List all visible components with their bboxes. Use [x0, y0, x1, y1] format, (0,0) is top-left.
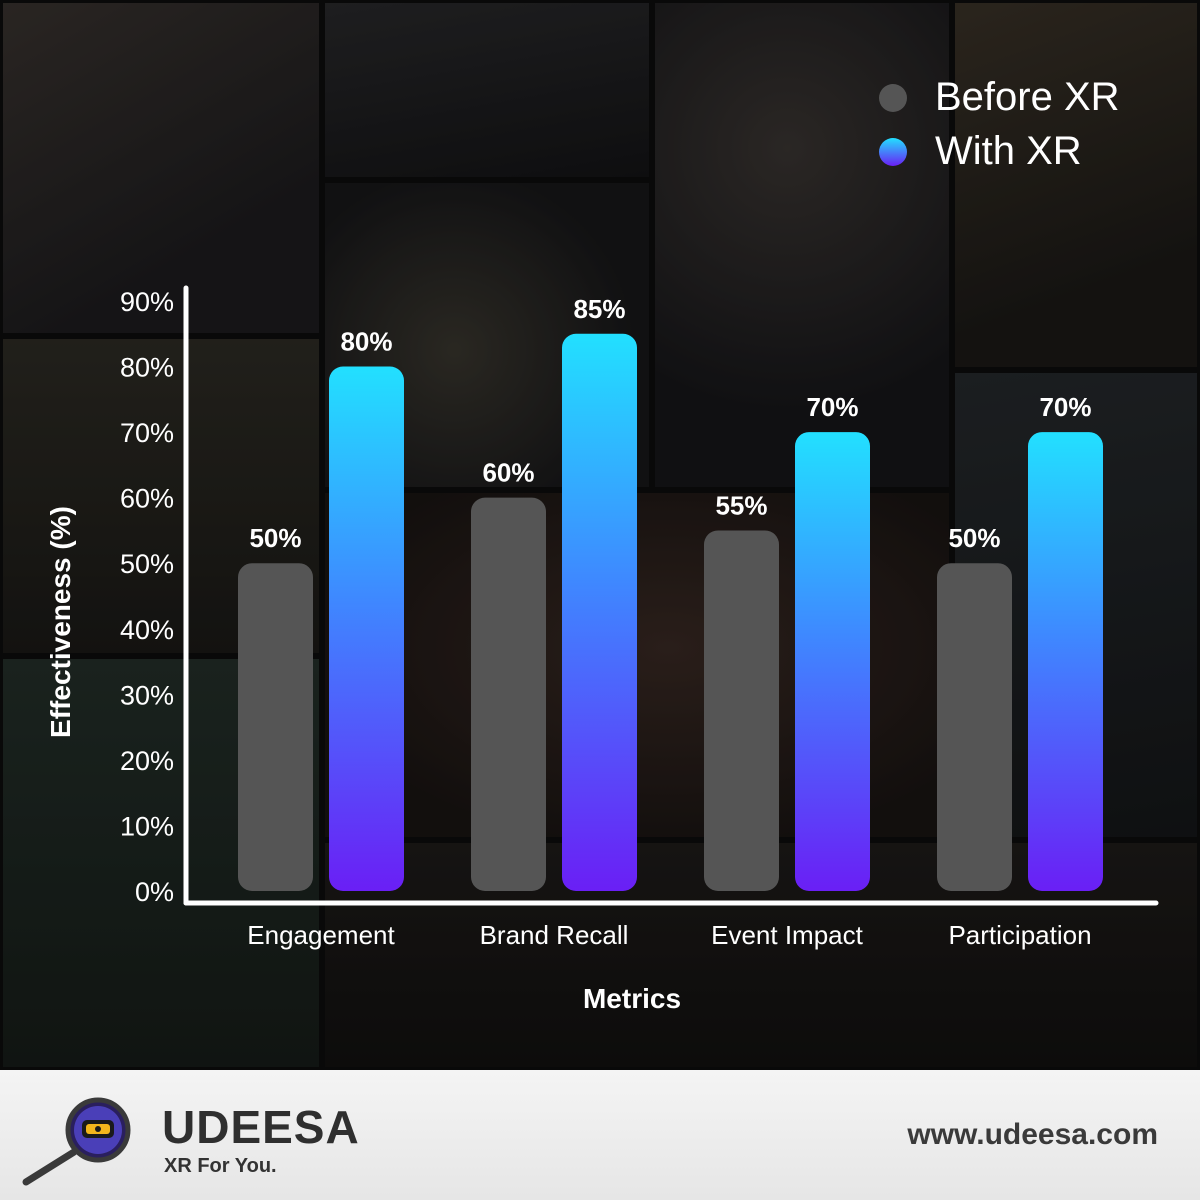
y-tick-label: 90%: [120, 287, 174, 317]
category-label: Participation: [948, 920, 1091, 950]
value-label: 55%: [715, 490, 767, 520]
legend-label-with-xr: With XR: [935, 129, 1082, 173]
background-photo: [652, 0, 952, 490]
value-label: 50%: [948, 523, 1000, 553]
value-label: 70%: [1039, 392, 1091, 422]
legend-swatch-with-xr: [879, 138, 907, 166]
bar-before-xr: [937, 563, 1012, 891]
y-tick-label: 60%: [120, 484, 174, 514]
legend-label-before-xr: Before XR: [935, 75, 1120, 119]
category-label: Brand Recall: [480, 920, 629, 950]
magnifier-vr-headset-icon: [22, 1097, 131, 1186]
brand-name: UDEESA: [162, 1101, 360, 1153]
y-tick-label: 40%: [120, 615, 174, 645]
footer: UDEESA XR For You. www.udeesa.com: [0, 1070, 1200, 1200]
bar-with-xr: [329, 366, 404, 891]
y-tick-label: 50%: [120, 549, 174, 579]
bars: [238, 333, 1103, 891]
bar-with-xr: [795, 432, 870, 891]
value-labels: 50% 80% 60% 85% 55% 70% 50% 70%: [249, 294, 1091, 553]
y-tick-label: 80%: [120, 353, 174, 383]
y-axis-tick-labels: 0% 10% 20% 30% 40% 50% 60% 70% 80% 90%: [120, 287, 174, 907]
y-tick-label: 10%: [120, 811, 174, 841]
x-axis-category-labels: Engagement Brand Recall Event Impact Partic…: [247, 920, 1091, 950]
background-photo: [952, 0, 1200, 370]
y-tick-label: 0%: [135, 877, 174, 907]
value-label: 60%: [482, 458, 534, 488]
value-label: 80%: [340, 327, 392, 357]
value-label: 50%: [249, 523, 301, 553]
x-axis-title: Metrics: [583, 983, 681, 1014]
brand-tagline: XR For You.: [164, 1155, 277, 1177]
bar-before-xr: [704, 530, 779, 891]
background-photo: [0, 0, 322, 336]
bar-before-xr: [471, 497, 546, 891]
bar-with-xr: [1028, 432, 1103, 891]
y-tick-label: 20%: [120, 746, 174, 776]
value-label: 85%: [573, 294, 625, 324]
category-label: Engagement: [247, 920, 395, 950]
y-tick-label: 30%: [120, 680, 174, 710]
y-axis-title: Effectiveness (%): [45, 506, 76, 738]
bar-before-xr: [238, 563, 313, 891]
background-photo: [322, 0, 652, 180]
legend-swatch-before-xr: [879, 84, 907, 112]
legend: Before XR With XR: [879, 75, 1120, 173]
bar-with-xr: [562, 333, 637, 891]
website-link[interactable]: www.udeesa.com: [907, 1118, 1158, 1151]
category-label: Event Impact: [711, 920, 864, 950]
y-tick-label: 70%: [120, 418, 174, 448]
value-label: 70%: [806, 392, 858, 422]
bar-chart: 0% 10% 20% 30% 40% 50% 60% 70% 80% 90% 50% 80% 60% 8…: [45, 75, 1159, 1014]
